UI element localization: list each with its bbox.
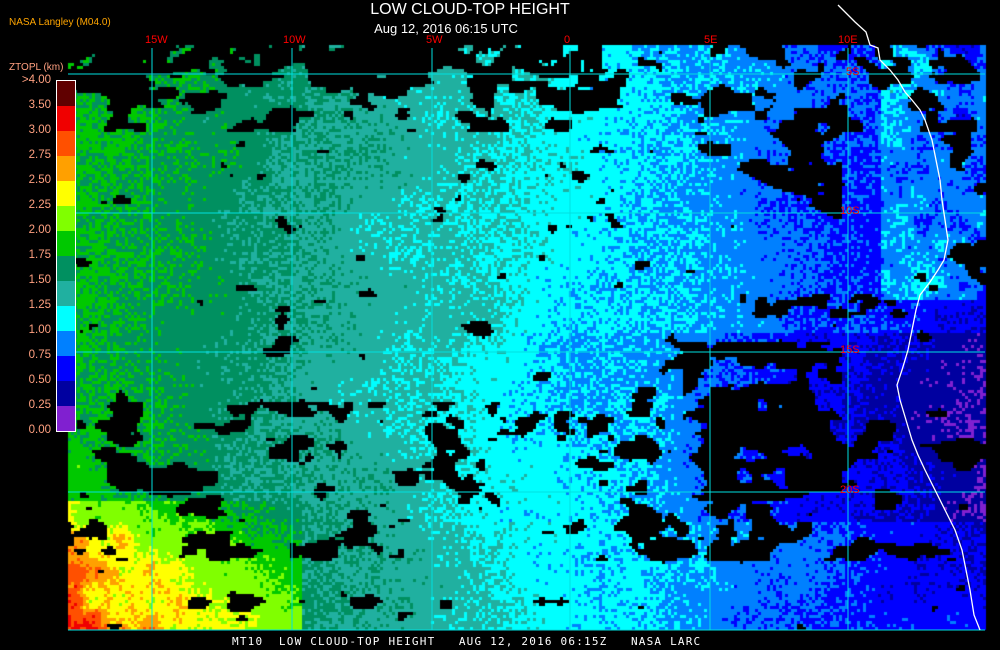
legend-label: 2.00 [28, 224, 51, 236]
legend-label: 2.50 [28, 174, 51, 186]
legend-label: >4.00 [21, 74, 51, 86]
footer-caption: MT10 LOW CLOUD-TOP HEIGHT AUG 12, 2016 0… [232, 635, 702, 648]
legend-label: 2.75 [28, 149, 51, 161]
legend-label: 1.25 [28, 299, 51, 311]
legend-swatch [57, 131, 75, 156]
lon-label-0: 0 [564, 34, 571, 46]
legend-label: 0.50 [28, 374, 51, 386]
legend-swatch [57, 106, 75, 131]
legend-swatch [57, 331, 75, 356]
legend-swatch [57, 406, 75, 431]
legend-swatch [57, 356, 75, 381]
lon-label-5w: 5W [426, 34, 443, 46]
legend-label: 1.50 [28, 274, 51, 286]
legend-label: 3.50 [28, 99, 51, 111]
color-legend-bar [56, 80, 76, 432]
lat-label-10s: 10S [840, 205, 860, 217]
lon-label-10w: 10W [283, 34, 306, 46]
legend-label: 0.75 [28, 349, 51, 361]
legend-swatch [57, 381, 75, 406]
legend-label: 1.75 [28, 249, 51, 261]
lon-label-15w: 15W [145, 34, 168, 46]
legend-swatch [57, 306, 75, 331]
map-title: LOW CLOUD-TOP HEIGHT [370, 1, 570, 18]
legend-swatch [57, 81, 75, 106]
lat-label-15s: 15S [840, 344, 860, 356]
legend-label: 2.25 [28, 199, 51, 211]
legend-swatch [57, 181, 75, 206]
lon-label-5e: 5E [704, 34, 718, 46]
legend-label: 3.00 [28, 124, 51, 136]
legend-label: 1.00 [28, 324, 51, 336]
legend-label: 0.00 [28, 424, 51, 436]
legend-label: 0.25 [28, 399, 51, 411]
legend-swatch [57, 156, 75, 181]
lat-label-5s: 5S [846, 66, 860, 78]
legend-swatch [57, 206, 75, 231]
lat-label-20s: 20S [840, 484, 860, 496]
legend-swatch [57, 231, 75, 256]
legend-unit-label: ZTOPL (km) [9, 62, 64, 73]
organization-label: NASA Langley (M04.0) [9, 17, 111, 28]
legend-swatch [57, 281, 75, 306]
map-timestamp: Aug 12, 2016 06:15 UTC [374, 21, 518, 36]
coastline [837, 4, 981, 631]
legend-swatch [57, 256, 75, 281]
lon-label-10e: 10E [838, 34, 858, 46]
